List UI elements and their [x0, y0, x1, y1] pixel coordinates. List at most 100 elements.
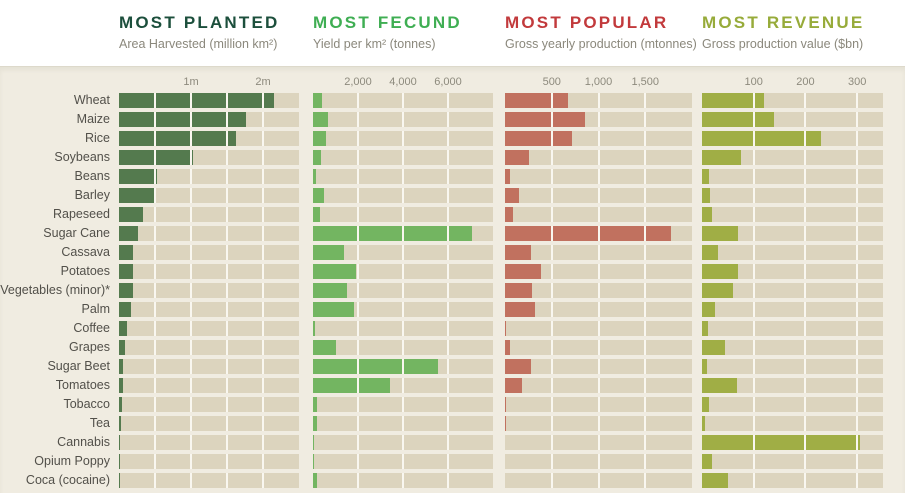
- cell-gridline: [402, 131, 404, 146]
- column-header-most-popular: MOST POPULAR Gross yearly production (mt…: [505, 13, 697, 51]
- cell-gridline: [357, 264, 359, 279]
- chart-cell: [702, 454, 883, 469]
- chart-cell: [702, 131, 883, 146]
- cell-gridline: [154, 245, 156, 260]
- axis-tick-label: 300: [847, 76, 867, 88]
- cell-gridline: [226, 264, 228, 279]
- cell-gridline: [550, 416, 553, 431]
- cell-gridline: [190, 264, 192, 279]
- cell-gridline: [644, 245, 647, 260]
- cell-gridline: [597, 359, 600, 374]
- cell-gridline: [190, 93, 192, 108]
- cell-gridline: [856, 454, 859, 469]
- cell-gridline: [402, 340, 404, 355]
- cell-gridline: [597, 264, 600, 279]
- cell-gridline: [752, 454, 755, 469]
- cell-gridline: [752, 188, 755, 203]
- row-label: Coffee: [73, 321, 110, 335]
- cell-gridline: [154, 131, 156, 146]
- value-bar: [702, 302, 716, 317]
- cell-gridline: [190, 207, 192, 222]
- cell-gridline: [226, 378, 228, 393]
- cell-gridline: [550, 454, 553, 469]
- cell-gridline: [644, 454, 647, 469]
- cell-gridline: [644, 397, 647, 412]
- cell-gridline: [226, 454, 228, 469]
- chart-cell: [313, 226, 493, 241]
- cell-gridline: [447, 473, 449, 488]
- row-label: Beans: [74, 169, 110, 183]
- axis-tick-label: 1,000: [584, 76, 613, 88]
- cell-gridline: [752, 283, 755, 298]
- cell-gridline: [856, 264, 859, 279]
- cell-gridline: [752, 112, 755, 127]
- row-label: Grapes: [69, 340, 110, 354]
- value-bar: [505, 397, 507, 412]
- cell-gridline: [447, 245, 449, 260]
- cell-gridline: [154, 283, 156, 298]
- value-bar: [702, 131, 821, 146]
- value-bar: [702, 321, 709, 336]
- cell-gridline: [190, 188, 192, 203]
- row-label: Barley: [74, 188, 110, 202]
- cell-gridline: [447, 93, 449, 108]
- row-label: Wheat: [73, 93, 110, 107]
- cell-gridline: [447, 359, 449, 374]
- cell-gridline: [262, 226, 264, 241]
- cell-gridline: [550, 169, 553, 184]
- cell-gridline: [804, 112, 807, 127]
- cell-gridline: [154, 150, 156, 165]
- row-label: Palm: [81, 302, 110, 316]
- cell-gridline: [856, 188, 859, 203]
- cell-gridline: [154, 454, 156, 469]
- chart-cell: [313, 188, 493, 203]
- row-label: Opium Poppy: [34, 454, 110, 468]
- axis-tick-label: 100: [744, 76, 763, 88]
- cell-gridline: [402, 283, 404, 298]
- value-bar: [119, 188, 155, 203]
- chart-cell: [702, 397, 883, 412]
- cell-gridline: [447, 416, 449, 431]
- cell-gridline: [644, 226, 647, 241]
- cell-gridline: [226, 150, 228, 165]
- row-label: Soybeans: [54, 150, 110, 164]
- cell-gridline: [597, 226, 600, 241]
- value-bar: [313, 340, 336, 355]
- cell-gridline: [856, 93, 859, 108]
- cell-gridline: [190, 112, 192, 127]
- cell-gridline: [402, 169, 404, 184]
- value-bar: [313, 283, 347, 298]
- row-label: Cannabis: [57, 435, 110, 449]
- axis-tick-label: 4,000: [389, 76, 417, 88]
- cell-gridline: [226, 226, 228, 241]
- value-bar: [702, 473, 728, 488]
- cell-gridline: [597, 454, 600, 469]
- cell-gridline: [402, 435, 404, 450]
- cell-gridline: [357, 226, 359, 241]
- cell-gridline: [357, 150, 359, 165]
- axis-tick-label: 6,000: [434, 76, 462, 88]
- chart-cell: [313, 435, 493, 450]
- cell-gridline: [804, 397, 807, 412]
- chart-cell: [505, 378, 692, 393]
- chart-cell: [119, 302, 299, 317]
- cell-gridline: [447, 188, 449, 203]
- value-bar: [702, 283, 734, 298]
- cell-gridline: [447, 435, 449, 450]
- chart-cell: [505, 359, 692, 374]
- cell-gridline: [262, 321, 264, 336]
- cell-gridline: [402, 150, 404, 165]
- cell-gridline: [856, 226, 859, 241]
- cell-gridline: [357, 188, 359, 203]
- cell-gridline: [644, 416, 647, 431]
- cell-gridline: [190, 150, 192, 165]
- cell-gridline: [402, 378, 404, 393]
- cell-gridline: [804, 378, 807, 393]
- cell-gridline: [402, 454, 404, 469]
- value-bar: [119, 283, 134, 298]
- chart-cell: [313, 150, 493, 165]
- value-bar: [702, 264, 739, 279]
- chart-cell: [119, 245, 299, 260]
- cell-gridline: [644, 169, 647, 184]
- cell-gridline: [856, 169, 859, 184]
